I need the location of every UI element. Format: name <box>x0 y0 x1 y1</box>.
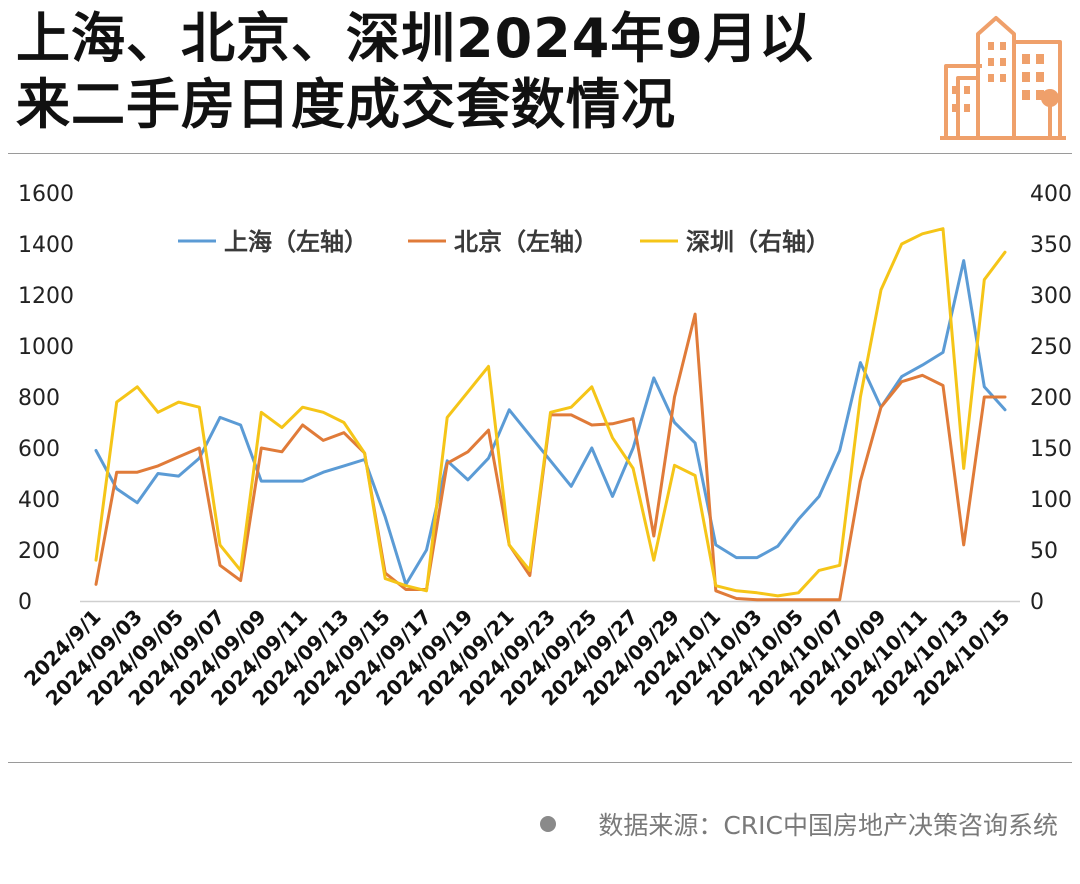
y-left-tick-label: 600 <box>18 437 60 462</box>
line-chart: 0 200 400 600 800 1000 1200 1400 1600 0 50 100 150 20… <box>18 182 1072 711</box>
y-right-tick-label: 150 <box>1030 437 1072 462</box>
y-left-tick-label: 800 <box>18 386 60 411</box>
y-left-tick-label: 1600 <box>18 182 74 207</box>
buildings-logo-icon <box>940 16 1066 140</box>
legend-label-shenzhen: 深圳（右轴） <box>686 228 830 256</box>
chart-title-line1: 上海、北京、深圳2024年9月以 <box>16 7 814 70</box>
y-left-tick-label: 1400 <box>18 233 74 258</box>
y-right-tick-label: 100 <box>1030 488 1072 513</box>
header-divider <box>8 153 1072 154</box>
series-line-shanghai <box>94 259 1007 586</box>
y-left-tick-label: 0 <box>18 590 32 615</box>
y-right-tick-label: 350 <box>1030 233 1072 258</box>
legend-label-beijing: 北京（左轴） <box>454 228 598 256</box>
y-right-tick-label: 50 <box>1030 539 1058 564</box>
data-source: 数据来源：CRIC中国房地产决策咨询系统 <box>540 806 1058 842</box>
footer-divider <box>8 762 1072 763</box>
y-right-tick-label: 250 <box>1030 335 1072 360</box>
chart-title: 上海、北京、深圳2024年9月以 来二手房日度成交套数情况 <box>16 6 916 138</box>
bullet-icon <box>540 816 557 832</box>
chart-title-line2: 来二手房日度成交套数情况 <box>16 73 676 136</box>
series-line-shenzhen <box>94 227 1007 598</box>
y-right-tick-label: 200 <box>1030 386 1072 411</box>
data-source-text: 数据来源：CRIC中国房地产决策咨询系统 <box>598 811 1058 840</box>
y-right-tick-label: 0 <box>1030 590 1044 615</box>
y-left-tick-label: 1200 <box>18 284 74 309</box>
y-right-tick-label: 300 <box>1030 284 1072 309</box>
y-left-tick-label: 200 <box>18 539 60 564</box>
y-left-tick-label: 400 <box>18 488 60 513</box>
legend-label-shanghai: 上海（左轴） <box>224 228 368 256</box>
y-left-tick-label: 1000 <box>18 335 74 360</box>
y-right-tick-label: 400 <box>1030 182 1072 207</box>
